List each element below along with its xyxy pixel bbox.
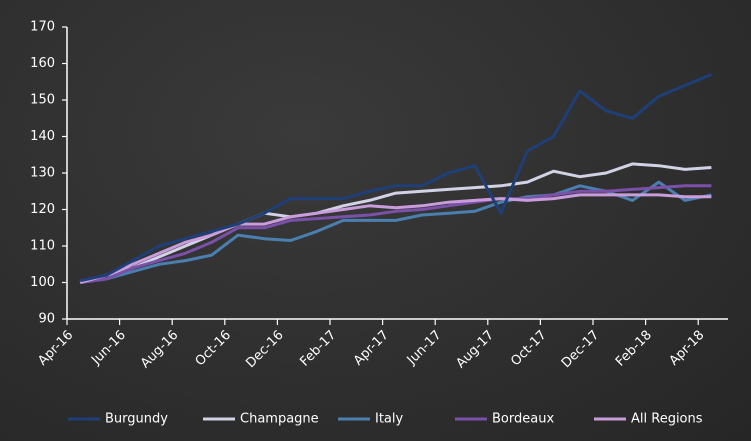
y-tick-label: 110 bbox=[30, 239, 55, 254]
y-tick-label: 120 bbox=[30, 202, 55, 217]
series-line bbox=[79, 73, 712, 283]
x-tick-label: Jun-17 bbox=[404, 328, 445, 369]
x-tick-label: Feb-18 bbox=[613, 328, 655, 370]
y-tick-label: 140 bbox=[30, 129, 55, 144]
y-tick-label: 100 bbox=[30, 275, 55, 290]
legend-label: Bordeaux bbox=[492, 412, 554, 427]
y-tick-label: 160 bbox=[30, 56, 55, 71]
legend-label: Burgundy bbox=[105, 412, 168, 427]
x-tick-label: Dec-16 bbox=[243, 328, 286, 371]
x-tick-label: Apr-18 bbox=[667, 328, 708, 369]
x-tick-label: Aug-16 bbox=[138, 328, 182, 372]
x-tick-label: Jun-16 bbox=[88, 328, 129, 369]
y-tick-label: 90 bbox=[38, 312, 55, 327]
x-tick-label: Dec-17 bbox=[559, 328, 602, 371]
x-tick-label: Feb-17 bbox=[297, 328, 339, 370]
x-tick-label: Oct-17 bbox=[508, 328, 550, 370]
series-line bbox=[79, 162, 712, 284]
y-tick-label: 130 bbox=[30, 166, 55, 181]
y-tick-label: 170 bbox=[30, 20, 55, 35]
legend-label: All Regions bbox=[631, 412, 703, 427]
x-tick-label: Aug-17 bbox=[454, 328, 498, 372]
legend-label: Champagne bbox=[240, 412, 319, 427]
x-tick-label: Apr-16 bbox=[35, 328, 76, 369]
series-line bbox=[79, 180, 712, 284]
x-tick-label: Apr-17 bbox=[351, 328, 392, 369]
x-tick-label: Oct-16 bbox=[193, 328, 235, 370]
series-line bbox=[79, 184, 712, 284]
y-tick-label: 150 bbox=[30, 93, 55, 108]
series-line bbox=[79, 193, 712, 284]
legend-label: Italy bbox=[375, 412, 404, 427]
